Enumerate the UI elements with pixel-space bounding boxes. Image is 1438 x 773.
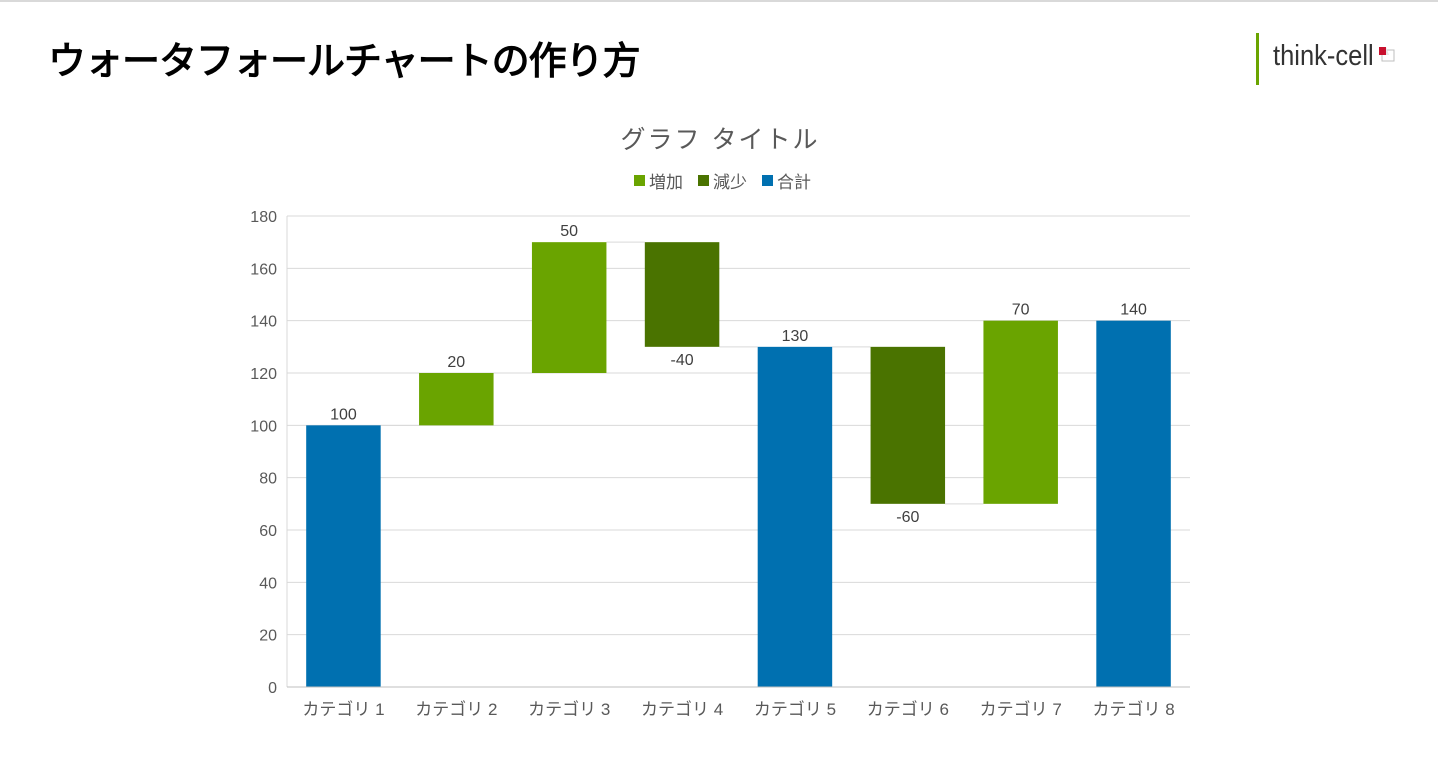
y-axis: 0 20 40 60 80 100 120 140 160 180 <box>250 209 288 697</box>
legend-label-decrease: 減少 <box>713 173 747 192</box>
data-labels: 100 20 50 -40 130 -60 70 140 <box>330 223 1147 526</box>
y-tick-label: 120 <box>250 366 277 383</box>
data-label: 70 <box>1012 302 1030 319</box>
bar-connectors <box>380 241 1097 505</box>
y-tick-label: 80 <box>259 471 277 488</box>
page-title: ウォータフォールチャートの作り方 <box>48 39 641 83</box>
x-tick-label: カテゴリ 7 <box>980 699 1062 719</box>
bar-6 <box>870 346 946 504</box>
x-tick-label: カテゴリ 1 <box>302 699 384 719</box>
bar-5 <box>757 346 833 687</box>
chart-bars <box>306 242 1171 687</box>
bar-4 <box>644 242 720 347</box>
y-tick-label: 60 <box>259 523 277 540</box>
data-label: 140 <box>1120 302 1147 319</box>
y-tick-label: 20 <box>259 628 277 645</box>
legend-swatch-decrease <box>698 175 709 186</box>
y-tick-label: 180 <box>250 209 277 226</box>
data-label: 20 <box>447 354 465 371</box>
brand-accent-bar <box>1256 33 1259 85</box>
bar-1 <box>306 425 381 687</box>
x-tick-label: カテゴリ 5 <box>754 699 836 719</box>
y-tick-label: 140 <box>250 314 277 331</box>
chart-legend: 増加 減少 合計 <box>634 173 811 192</box>
y-tick-label: 100 <box>250 418 277 435</box>
x-tick-label: カテゴリ 8 <box>1092 699 1174 719</box>
x-tick-label: カテゴリ 6 <box>867 699 949 719</box>
x-axis: カテゴリ 1 カテゴリ 2 カテゴリ 3 カテゴリ 4 カテゴリ 5 カテゴリ 6 カテゴリ… <box>287 686 1190 719</box>
data-label: -60 <box>896 509 919 526</box>
bar-3 <box>531 242 607 373</box>
legend-label-total: 合計 <box>777 173 811 192</box>
x-tick-label: カテゴリ 2 <box>415 699 497 719</box>
top-rule <box>0 0 1438 2</box>
bar-2 <box>419 373 494 426</box>
y-tick-label: 40 <box>259 575 277 592</box>
chart-title: グラフ タイトル <box>621 125 820 154</box>
x-tick-label: カテゴリ 4 <box>641 699 723 719</box>
brand-page-icon <box>1379 47 1395 62</box>
legend-swatch-increase <box>634 175 645 186</box>
bar-8 <box>1096 320 1171 687</box>
legend-label-increase: 増加 <box>649 173 683 192</box>
brand-logo: think-cell <box>1256 33 1406 85</box>
legend-swatch-total <box>762 175 773 186</box>
x-tick-label: カテゴリ 3 <box>528 699 610 719</box>
bar-7 <box>983 320 1058 504</box>
data-label: 50 <box>560 223 578 240</box>
data-label: 130 <box>782 328 809 345</box>
brand-name: think-cell <box>1273 40 1374 72</box>
data-label: -40 <box>671 352 694 369</box>
y-tick-label: 160 <box>250 261 277 278</box>
y-tick-label: 0 <box>268 680 277 697</box>
data-label: 100 <box>330 406 357 423</box>
